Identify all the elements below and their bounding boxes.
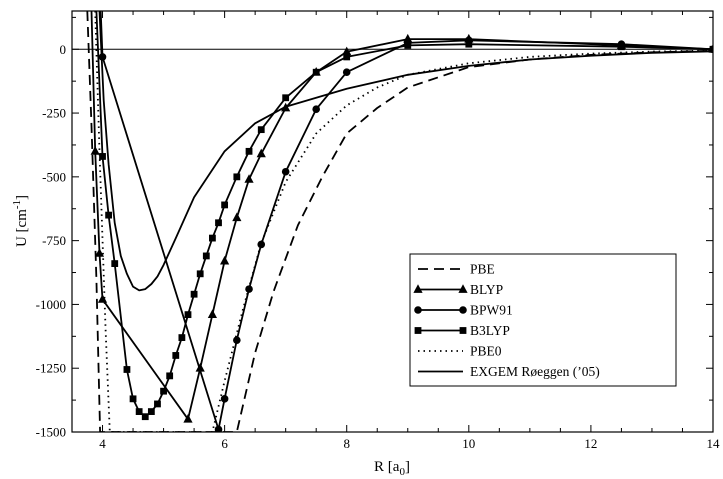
data-point (221, 201, 229, 209)
data-point (233, 173, 241, 181)
x-axis: 4 6 8 10 12 14 (71, 11, 721, 451)
series-line (98, 11, 713, 292)
data-point (282, 94, 290, 102)
y-axis: -1500 -1250 -1000 -750 -500 -250 0 (36, 16, 713, 440)
data-point (404, 42, 412, 49)
y-tick-label: -1000 (36, 297, 66, 312)
data-point (123, 366, 131, 373)
legend-label: EXGEM Røeggen (’05) (470, 364, 600, 379)
legend: PBE BLYP BPW91 B3LYP PBE0 EXGEM Røeggen (’05) (409, 253, 677, 387)
legend-label: BPW91 (470, 303, 513, 318)
legend-marker (459, 306, 467, 314)
data-point (172, 352, 180, 359)
data-point (245, 147, 253, 155)
y-axis-title: U [cm-1] (11, 195, 30, 247)
legend-label: PBE (470, 262, 495, 277)
x-tick-label: 4 (99, 436, 106, 451)
y-tick-label: -500 (42, 169, 66, 184)
data-point (105, 211, 113, 219)
series-5 (98, 11, 713, 292)
data-point (97, 294, 108, 303)
x-tick-label: 12 (584, 436, 597, 451)
data-point (257, 240, 266, 249)
data-point (196, 270, 204, 278)
legend-marker (414, 327, 422, 334)
data-point (233, 336, 241, 344)
data-point (111, 260, 119, 267)
data-point (141, 413, 149, 421)
data-point (90, 146, 100, 155)
series-3 (95, 11, 713, 421)
x-tick-label: 10 (462, 436, 475, 451)
data-point (209, 234, 216, 242)
data-point (312, 68, 320, 76)
legend-marker (414, 306, 422, 314)
data-point (160, 387, 167, 395)
data-point (342, 46, 352, 56)
data-point (343, 53, 351, 61)
legend-label: BLYP (470, 282, 503, 297)
x-axis-title: R [a0] (374, 459, 410, 478)
data-point (257, 126, 265, 134)
y-tick-label: -750 (42, 233, 66, 248)
y-tick-label: -250 (42, 106, 66, 121)
data-point (183, 414, 193, 423)
legend-label: PBE0 (470, 344, 502, 359)
data-point (281, 167, 290, 176)
data-point (166, 372, 174, 380)
data-point (154, 400, 161, 408)
data-point (207, 309, 218, 319)
data-point (244, 174, 254, 183)
plot-frame (71, 10, 714, 433)
data-point (312, 105, 320, 114)
y-tick-label: -1250 (36, 361, 66, 376)
x-tick-label: 8 (343, 436, 350, 451)
data-point (135, 408, 143, 415)
y-tick-label: -1500 (36, 425, 66, 440)
data-point (215, 219, 222, 227)
data-point (129, 395, 137, 403)
legend-marker (458, 284, 468, 293)
data-point (184, 311, 192, 319)
x-tick-label: 14 (707, 436, 721, 451)
data-point (618, 43, 625, 51)
data-point (147, 408, 155, 415)
legend-marker (413, 284, 423, 293)
data-point (190, 290, 198, 298)
data-point (202, 252, 210, 260)
legend-box (409, 253, 677, 387)
data-point (465, 40, 473, 48)
series-line (90, 11, 713, 421)
data-point (232, 212, 242, 222)
data-point (214, 425, 223, 432)
data-point (220, 395, 229, 403)
series-group (86, 11, 713, 432)
data-point (195, 363, 205, 372)
data-point (256, 148, 266, 158)
x-tick-label: 6 (221, 436, 228, 451)
data-point (220, 255, 230, 265)
series-line (99, 11, 713, 431)
data-point (94, 248, 105, 257)
data-point (178, 334, 186, 341)
y-tick-label: 0 (60, 42, 67, 57)
data-point (99, 153, 106, 160)
legend-marker (459, 327, 467, 334)
data-point (342, 68, 351, 77)
legend-label: B3LYP (470, 323, 510, 338)
